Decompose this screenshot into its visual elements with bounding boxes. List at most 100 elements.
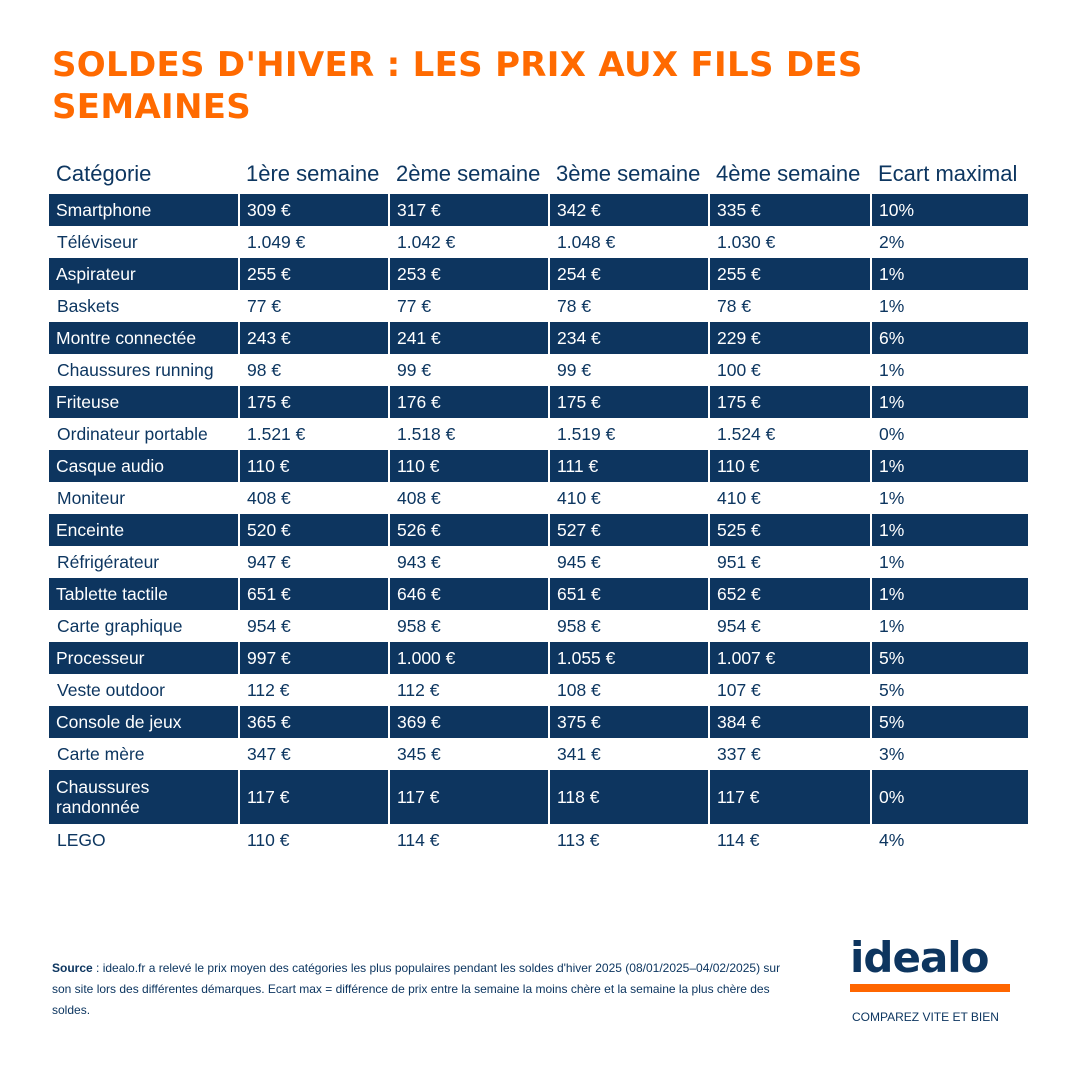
max-gap-cell: 1% [870, 290, 1028, 322]
category-cell: Chaussures running [48, 354, 239, 386]
price-cell: 255 € [238, 258, 389, 290]
price-cell: 176 € [388, 386, 549, 418]
table-row: Ordinateur portable 1.521 €1.518 €1.519 €… [48, 418, 1028, 450]
price-cell: 384 € [708, 706, 871, 738]
logo-tagline: COMPAREZ VITE ET BIEN [852, 1010, 999, 1024]
table-row: Chaussures running 98 €99 €99 €100 €1% [48, 354, 1028, 386]
price-cell: 234 € [548, 322, 709, 354]
category-cell: Veste outdoor [48, 674, 239, 706]
price-cell: 365 € [238, 706, 389, 738]
category-cell: Chaussures randonnée [49, 770, 239, 824]
price-cell: 408 € [388, 482, 549, 514]
price-cell: 526 € [388, 514, 549, 546]
price-cell: 1.049 € [238, 226, 389, 258]
price-cell: 255 € [708, 258, 871, 290]
max-gap-cell: 1% [870, 258, 1028, 290]
category-cell: Ordinateur portable [48, 418, 239, 450]
table-row: Smartphone 309 €317 €342 €335 €10% [49, 194, 1028, 226]
price-cell: 241 € [388, 322, 549, 354]
column-header: Ecart maximal [878, 161, 1018, 186]
max-gap-cell: 0% [870, 770, 1028, 824]
price-cell: 651 € [548, 578, 709, 610]
price-cell: 243 € [238, 322, 389, 354]
price-cell: 1.042 € [388, 226, 549, 258]
price-cell: 947 € [238, 546, 389, 578]
category-cell: LEGO [48, 824, 239, 856]
category-cell: Smartphone [49, 194, 239, 226]
price-cell: 175 € [708, 386, 871, 418]
category-cell: Console de jeux [49, 706, 239, 738]
price-cell: 958 € [388, 610, 549, 642]
price-cell: 114 € [708, 824, 871, 856]
category-cell: Tablette tactile [49, 578, 239, 610]
price-cell: 117 € [238, 770, 389, 824]
price-cell: 945 € [548, 546, 709, 578]
logo-wordmark: idealo [850, 933, 990, 982]
price-cell: 110 € [238, 824, 389, 856]
max-gap-cell: 1% [870, 514, 1028, 546]
column-header: 1ère semaine [246, 161, 380, 186]
price-cell: 114 € [388, 824, 549, 856]
price-cell: 335 € [708, 194, 871, 226]
max-gap-cell: 6% [870, 322, 1028, 354]
table-row: Tablette tactile 651 €646 €651 €652 €1% [49, 578, 1028, 610]
max-gap-cell: 5% [870, 674, 1028, 706]
category-cell: Téléviseur [48, 226, 239, 258]
price-cell: 1.521 € [238, 418, 389, 450]
price-cell: 107 € [708, 674, 871, 706]
price-cell: 110 € [238, 450, 389, 482]
price-cell: 1.000 € [388, 642, 549, 674]
price-cell: 309 € [238, 194, 389, 226]
table-row: Enceinte 520 €526 €527 €525 €1% [49, 514, 1028, 546]
max-gap-cell: 1% [870, 482, 1028, 514]
column-header: 3ème semaine [556, 161, 701, 186]
price-cell: 113 € [548, 824, 709, 856]
category-cell: Enceinte [49, 514, 239, 546]
category-cell: Montre connectée [49, 322, 239, 354]
page-title: SOLDES D'HIVER : LES PRIX AUX FILS DES S… [52, 45, 863, 127]
table-header: Catégorie 1ère semaine 2ème semaine 3ème se… [49, 155, 1028, 194]
price-cell: 254 € [548, 258, 709, 290]
price-cell: 652 € [708, 578, 871, 610]
max-gap-cell: 0% [870, 418, 1028, 450]
category-cell: Casque audio [49, 450, 239, 482]
price-cell: 345 € [388, 738, 549, 770]
price-cell: 99 € [548, 354, 709, 386]
table-row: Veste outdoor 112 €112 €108 €107 €5% [48, 674, 1028, 706]
price-cell: 646 € [388, 578, 549, 610]
category-cell: Processeur [49, 642, 239, 674]
table-row: Processeur 997 €1.000 €1.055 €1.007 €5% [49, 642, 1028, 674]
category-cell: Réfrigérateur [48, 546, 239, 578]
price-cell: 1.048 € [548, 226, 709, 258]
price-cell: 108 € [548, 674, 709, 706]
max-gap-cell: 5% [870, 642, 1028, 674]
price-table: Catégorie 1ère semaine 2ème semaine 3ème se… [48, 155, 1028, 856]
category-cell: Friteuse [49, 386, 239, 418]
column-header: Catégorie [56, 161, 152, 186]
price-cell: 347 € [238, 738, 389, 770]
price-cell: 117 € [708, 770, 871, 824]
price-cell: 1.524 € [708, 418, 871, 450]
table-row: Casque audio 110 €110 €111 €110 €1% [49, 450, 1028, 482]
category-cell: Carte graphique [48, 610, 239, 642]
price-cell: 410 € [708, 482, 871, 514]
price-cell: 175 € [548, 386, 709, 418]
table-row: Réfrigérateur 947 €943 €945 €951 €1% [48, 546, 1028, 578]
table-row: Téléviseur 1.049 €1.042 €1.048 €1.030 €2% [48, 226, 1028, 258]
price-cell: 958 € [548, 610, 709, 642]
price-cell: 525 € [708, 514, 871, 546]
source-note: Source : idealo.fr a relevé le prix moye… [52, 958, 792, 1021]
price-cell: 77 € [238, 290, 389, 322]
table-row: Baskets 77 €77 €78 €78 €1% [48, 290, 1028, 322]
max-gap-cell: 1% [870, 610, 1028, 642]
price-cell: 77 € [388, 290, 549, 322]
price-cell: 369 € [388, 706, 549, 738]
max-gap-cell: 1% [870, 578, 1028, 610]
table-row: Montre connectée 243 €241 €234 €229 €6% [49, 322, 1028, 354]
price-cell: 112 € [238, 674, 389, 706]
price-cell: 375 € [548, 706, 709, 738]
price-cell: 651 € [238, 578, 389, 610]
max-gap-cell: 4% [870, 824, 1028, 856]
max-gap-cell: 1% [870, 450, 1028, 482]
column-header: 4ème semaine [716, 161, 861, 186]
